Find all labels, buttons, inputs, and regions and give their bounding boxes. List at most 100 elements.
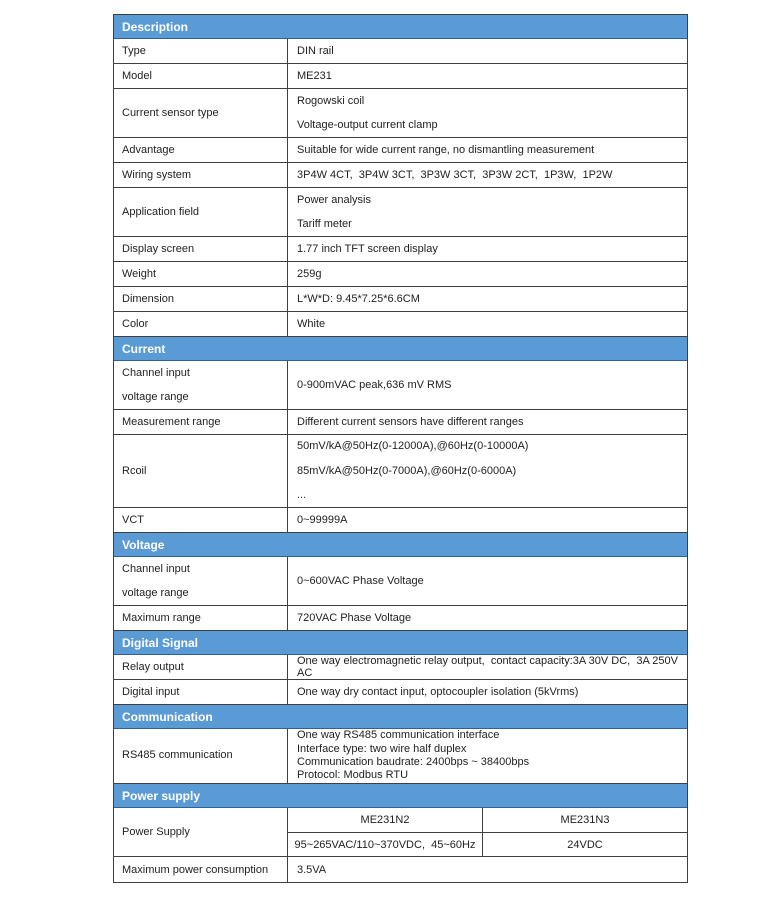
row-label-line: Wiring system — [122, 169, 192, 181]
section-header-power-supply: Power supply — [114, 784, 687, 808]
row-label: Weight — [114, 262, 288, 286]
row-label-line: Type — [122, 45, 146, 57]
row-label: Maximum range — [114, 606, 288, 630]
spec-row-maximum-range: Maximum range 720VAC Phase Voltage — [114, 606, 687, 631]
section-header-description: Description — [114, 15, 687, 39]
section-header-digital-signal: Digital Signal — [114, 631, 687, 655]
spec-row-maximum-power-consumption: Maximum power consumption 3.5VA — [114, 857, 687, 882]
row-label: RS485 communication — [114, 729, 288, 783]
row-value-line: 0-900mVAC peak,636 mV RMS — [297, 378, 452, 391]
spec-row-type: Type DIN rail — [114, 39, 687, 64]
row-value-line: 720VAC Phase Voltage — [297, 612, 412, 624]
variant-model-col1: ME231N2 — [288, 808, 483, 832]
row-label: Relay output — [114, 655, 288, 679]
row-label: Measurement range — [114, 410, 288, 434]
spec-row-relay-output: Relay output One way electromagnetic rela… — [114, 655, 687, 680]
row-label-line: Relay output — [122, 661, 184, 673]
row-value: 50mV/kA@50Hz(0-12000A),@60Hz(0-10000A) 85… — [288, 435, 687, 507]
row-value: 720VAC Phase Voltage — [288, 606, 687, 630]
row-label-line: Advantage — [122, 144, 175, 156]
spec-row-channel-input-voltage-range: Channel input voltage range 0~600VAC Phase… — [114, 557, 687, 606]
spec-row-display-screen: Display screen 1.77 inch TFT screen displ… — [114, 237, 687, 262]
row-value: Rogowski coil Voltage-output current clam… — [288, 89, 687, 137]
spec-row-wiring-system: Wiring system 3P4W 4CT, 3P4W 3CT, 3P3W 3C… — [114, 163, 687, 188]
row-label-line: VCT — [122, 514, 144, 526]
row-label-line: Maximum range — [122, 612, 201, 624]
spec-row-advantage: Advantage Suitable for wide current range… — [114, 138, 687, 163]
row-value: Suitable for wide current range, no dism… — [288, 138, 687, 162]
row-value-line: Rogowski coil — [297, 94, 365, 107]
row-label-line: Channel input — [122, 366, 190, 379]
row-value: ME231 — [288, 64, 687, 88]
row-label: Model — [114, 64, 288, 88]
spec-row-rs485-communication: RS485 communication One way RS485 communi… — [114, 729, 687, 784]
row-value-line: Voltage-output current clamp — [297, 119, 438, 131]
spec-row-channel-input-voltage-range: Channel input voltage range 0-900mVAC peak… — [114, 361, 687, 410]
row-value-line: White — [297, 318, 326, 330]
row-value-line: ME231 — [297, 70, 332, 82]
row-label: Dimension — [114, 287, 288, 311]
row-label-line: voltage range — [122, 391, 189, 403]
row-value-line: 0~600VAC Phase Voltage — [297, 574, 424, 587]
row-value: One way electromagnetic relay output, co… — [288, 655, 687, 679]
section-header-communication: Communication — [114, 705, 687, 729]
row-value: DIN rail — [288, 39, 687, 63]
row-value-line: Suitable for wide current range, no dism… — [297, 144, 595, 156]
row-value-line: 85mV/kA@50Hz(0-7000A),@60Hz(0-6000A) — [297, 464, 517, 477]
row-label-line: Application field — [122, 205, 200, 218]
spec-row-color: Color White — [114, 312, 687, 337]
row-value: 259g — [288, 262, 687, 286]
row-label-line: Maximum power consumption — [122, 863, 269, 876]
spec-row-current-sensor-type: Current sensor type Rogowski coil Voltage-… — [114, 89, 687, 138]
row-value: Different current sensors have different… — [288, 410, 687, 434]
variant-model-col2: ME231N3 — [560, 814, 610, 826]
row-label-line: RS485 communication — [122, 749, 233, 762]
row-value-line: Communication baudrate: 2400bps ~ 38400b… — [297, 756, 530, 768]
row-value-line: Protocol: Modbus RTU — [297, 769, 409, 782]
row-label: Color — [114, 312, 288, 336]
row-value-line: 3P4W 4CT, 3P4W 3CT, 3P3W 3CT, 3P3W 2CT, … — [297, 169, 613, 181]
row-label-line: voltage range — [122, 587, 189, 599]
row-label: Type — [114, 39, 288, 63]
row-label: Maximum power consumption — [114, 857, 288, 882]
row-label: Advantage — [114, 138, 288, 162]
row-label: Power Supply — [114, 808, 288, 856]
row-value: 0~99999A — [288, 508, 687, 532]
row-value: 0-900mVAC peak,636 mV RMS — [288, 361, 687, 409]
row-label: Application field — [114, 188, 288, 236]
row-value: White — [288, 312, 687, 336]
row-value-line: Different current sensors have different… — [297, 416, 524, 428]
row-value-line: One way RS485 communication interface — [297, 729, 500, 742]
row-value-line: 1.77 inch TFT screen display — [297, 243, 438, 255]
row-value: L*W*D: 9.45*7.25*6.6CM — [288, 287, 687, 311]
spec-row-power-supply: Power Supply ME231N2 ME231N3 95~265VAC/110~… — [114, 808, 687, 857]
power-supply-variants: ME231N2 ME231N3 95~265VAC/110~370VDC, 45~6… — [288, 808, 687, 856]
row-value-line: 259g — [297, 268, 322, 280]
spec-row-application-field: Application field Power analysis Tariff me… — [114, 188, 687, 237]
row-label-line: Display screen — [122, 243, 195, 255]
spec-row-vct: VCT 0~99999A — [114, 508, 687, 533]
row-value-line: DIN rail — [297, 45, 334, 57]
row-value-line: Power analysis — [297, 193, 371, 206]
row-value-line: L*W*D: 9.45*7.25*6.6CM — [297, 293, 420, 305]
row-value: 0~600VAC Phase Voltage — [288, 557, 687, 605]
section-header-current: Current — [114, 337, 687, 361]
row-label: Rcoil — [114, 435, 288, 507]
section-header-voltage: Voltage — [114, 533, 687, 557]
row-label: Wiring system — [114, 163, 288, 187]
variant-value-col1: 95~265VAC/110~370VDC, 45~60Hz — [288, 832, 483, 856]
row-value-line: Interface type: two wire half duplex — [297, 742, 467, 755]
row-value: 3.5VA — [288, 857, 687, 882]
row-label-line: Channel input — [122, 562, 190, 575]
row-label: Channel input voltage range — [114, 361, 288, 409]
row-value-line: ... — [297, 489, 307, 502]
spec-row-dimension: Dimension L*W*D: 9.45*7.25*6.6CM — [114, 287, 687, 312]
row-label-line: Rcoil — [122, 464, 147, 477]
row-value: One way RS485 communication interface Int… — [288, 729, 687, 783]
spec-row-measurement-range: Measurement range Different current senso… — [114, 410, 687, 435]
row-value-line: 0~99999A — [297, 514, 348, 526]
spec-row-weight: Weight 259g — [114, 262, 687, 287]
row-label-line: Measurement range — [122, 416, 221, 428]
row-label: Digital input — [114, 680, 288, 704]
row-label: VCT — [114, 508, 288, 532]
